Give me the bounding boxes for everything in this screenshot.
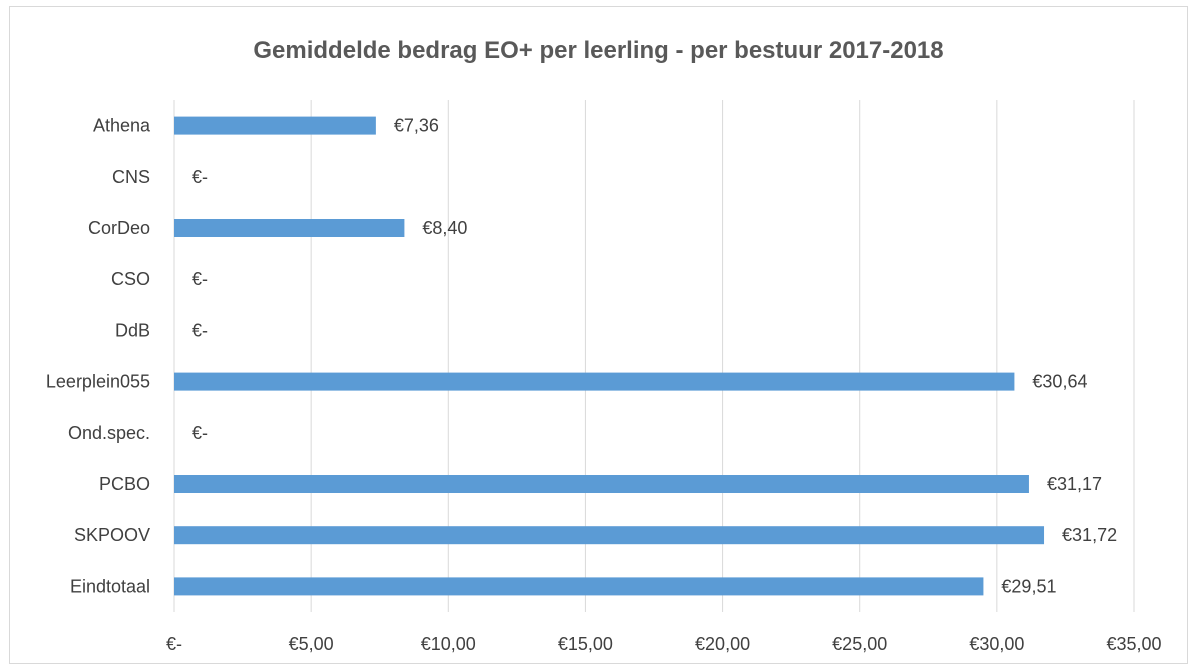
data-label: €- bbox=[192, 167, 208, 187]
data-label: €7,36 bbox=[394, 116, 439, 136]
x-tick-label: €10,00 bbox=[421, 634, 476, 654]
x-tick-label: €20,00 bbox=[695, 634, 750, 654]
bar bbox=[174, 475, 1029, 493]
chart-frame: Gemiddelde bedrag EO+ per leerling - per… bbox=[9, 6, 1188, 664]
category-label: SKPOOV bbox=[74, 525, 150, 545]
category-label: Ond.spec. bbox=[68, 423, 150, 443]
x-tick-label: €35,00 bbox=[1106, 634, 1161, 654]
category-label: Eindtotaal bbox=[70, 576, 150, 596]
x-tick-label: €25,00 bbox=[832, 634, 887, 654]
data-label: €29,51 bbox=[1001, 576, 1056, 596]
chart-title: Gemiddelde bedrag EO+ per leerling - per… bbox=[253, 37, 944, 64]
bar bbox=[174, 219, 405, 237]
category-label: DdB bbox=[115, 320, 150, 340]
data-label: €- bbox=[192, 423, 208, 443]
category-label: Athena bbox=[93, 116, 151, 136]
data-label: €31,72 bbox=[1062, 525, 1117, 545]
category-label: PCBO bbox=[99, 474, 150, 494]
x-tick-label: €- bbox=[166, 634, 182, 654]
bar bbox=[174, 526, 1045, 545]
x-tick-label: €15,00 bbox=[558, 634, 613, 654]
bar bbox=[174, 116, 376, 135]
category-label: CSO bbox=[111, 269, 150, 289]
data-label: €30,64 bbox=[1032, 372, 1087, 392]
data-label: €8,40 bbox=[422, 218, 467, 238]
bar bbox=[174, 372, 1015, 391]
bar bbox=[174, 577, 984, 596]
data-label: €- bbox=[192, 320, 208, 340]
x-tick-label: €30,00 bbox=[969, 634, 1024, 654]
x-tick-label: €5,00 bbox=[289, 634, 334, 654]
category-label: Leerplein055 bbox=[46, 372, 150, 392]
data-label: €31,17 bbox=[1047, 474, 1102, 494]
category-label: CNS bbox=[112, 167, 150, 187]
category-label: CorDeo bbox=[88, 218, 150, 238]
data-label: €- bbox=[192, 269, 208, 289]
